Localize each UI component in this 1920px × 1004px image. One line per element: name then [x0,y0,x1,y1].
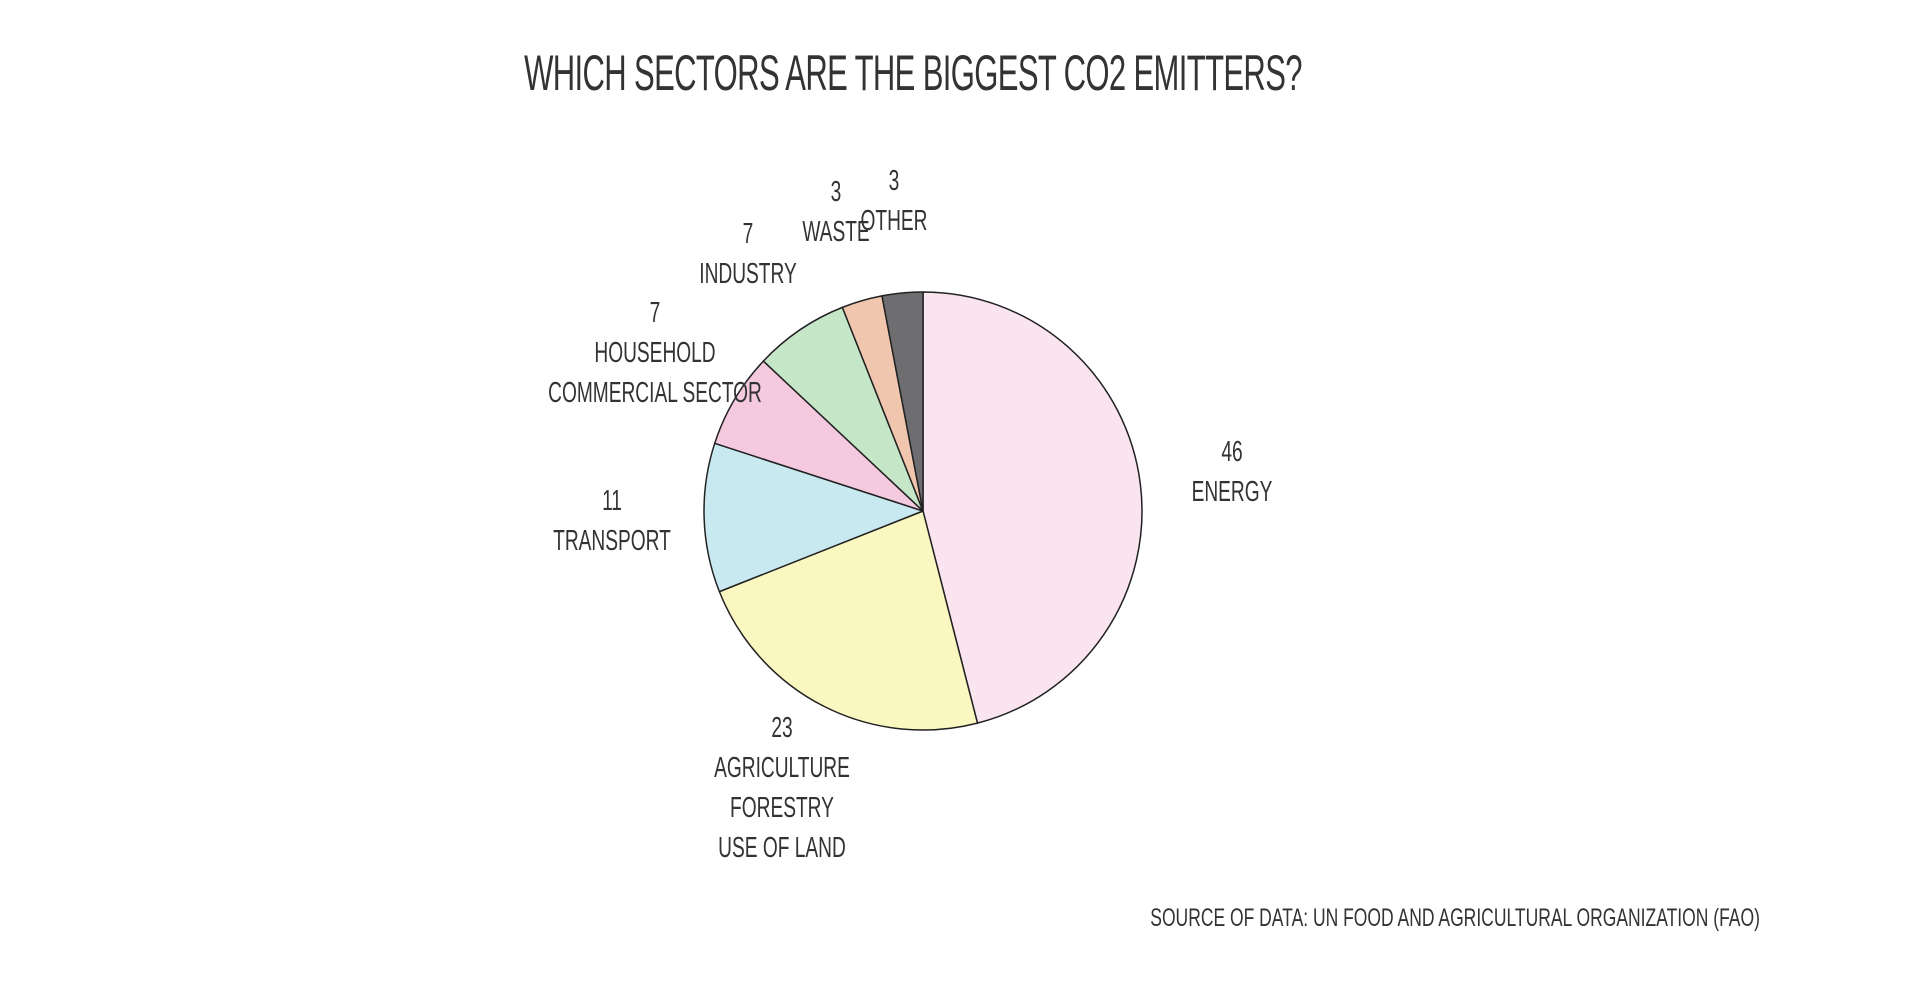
pie-slice [922,291,1143,724]
slice-label: 7 HOUSEHOLD COMMERCIAL SECTOR [548,293,762,413]
chart-title: WHICH SECTORS ARE THE BIGGEST CO2 EMITTE… [524,45,1302,101]
value-label: 46 [1220,436,1243,469]
value-label: 11 [602,484,623,517]
category-label: HOUSEHOLD COMMERCIAL SECTOR [548,336,763,409]
value-label: 7 [649,296,661,329]
slice-label: 3 OTHER [860,161,927,241]
value-label: 3 [888,165,900,198]
category-label: WASTE [802,216,870,249]
slice-label: 23 AGRICULTURE FORESTRY USE OF LAND [714,708,850,868]
pie-slice [881,291,924,512]
slice-label: 3 WASTE [803,172,870,252]
source-note: SOURCE OF DATA: UN FOOD AND AGRICULTURAL… [1150,904,1760,932]
category-label: OTHER [860,205,928,238]
value-label: 7 [742,217,754,250]
value-label: 23 [771,712,793,745]
category-label: TRANSPORT [553,524,672,557]
category-label: AGRICULTURE FORESTRY USE OF LAND [713,752,850,865]
pie-slice [718,510,979,731]
category-label: ENERGY [1191,476,1272,509]
pie-slice [703,442,924,593]
slice-label: 7 INDUSTRY [699,214,796,294]
value-label: 3 [830,176,842,209]
slice-label: 11 TRANSPORT [553,481,671,561]
category-label: INDUSTRY [699,257,797,290]
slice-label: 46 ENERGY [1191,432,1272,512]
